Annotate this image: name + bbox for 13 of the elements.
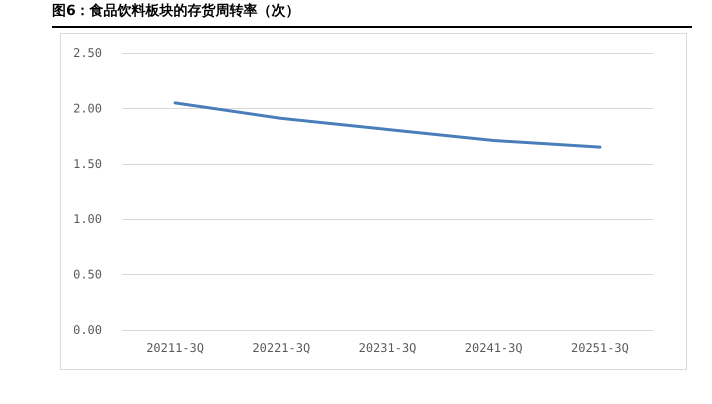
x-tick-label: 20251-3Q — [571, 341, 629, 355]
line-series — [174, 101, 602, 149]
y-tick-label: 2.50 — [73, 46, 102, 60]
x-tick-label: 20221-3Q — [252, 341, 310, 355]
x-tick-label: 20241-3Q — [464, 341, 523, 355]
y-tick-label: 2.00 — [73, 101, 102, 116]
y-tick-label: 1.00 — [73, 212, 102, 226]
x-tick-label: 20231-3Q — [358, 341, 416, 355]
y-tick-label: 0.50 — [73, 268, 102, 282]
chart-title: 图6：食品饮料板块的存货周转率（次） — [52, 2, 300, 20]
y-tick-label: 1.50 — [73, 156, 102, 171]
x-tick-label: 20211-3Q — [146, 341, 204, 355]
y-tick-label: 0.00 — [73, 323, 102, 337]
